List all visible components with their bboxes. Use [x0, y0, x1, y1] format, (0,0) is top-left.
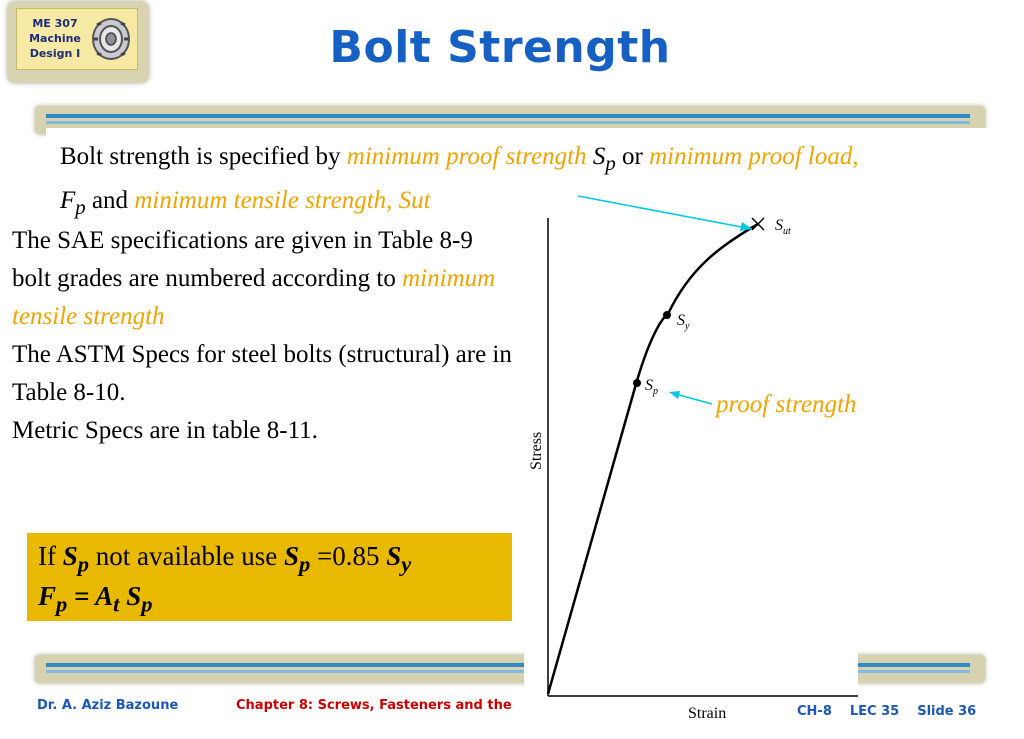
intro-text: Bolt strength is specified by minimum pr…	[60, 138, 1000, 226]
bottom-divider-line	[46, 663, 970, 667]
sut-point	[751, 217, 765, 231]
logo-line-2: Machine	[29, 32, 81, 45]
intro-sp-symbol: Sp	[592, 143, 616, 175]
intro-text-3: and	[85, 187, 135, 214]
intro-box	[46, 128, 992, 210]
metric-paragraph: Metric Specs are in table 8-11.	[12, 417, 318, 444]
intro-tensile-strength: minimum tensile strength, Sut	[134, 187, 431, 214]
note-line-1: If Sp not available use Sp =0.85 Sy	[38, 541, 412, 577]
x-axis-label: Strain	[688, 705, 726, 722]
sp-point	[633, 379, 641, 387]
sut-arrow	[577, 195, 753, 230]
sut-label: Sut	[775, 217, 791, 237]
proof-strength-label: proof strength	[714, 391, 857, 418]
stress-strain-curve	[546, 222, 759, 695]
course-logo: ME 307 Machine Design I	[16, 8, 138, 70]
sy-label: Sy	[677, 312, 690, 332]
intro-text-1: Bolt strength is specified by	[60, 143, 347, 170]
top-divider-line-light	[46, 121, 970, 124]
footer-slide-info: CH-8 LEC 35 Slide 36	[797, 704, 976, 719]
proof-arrowhead	[669, 391, 680, 399]
logo-text: ME 307 Machine Design I	[25, 16, 85, 61]
sae-paragraph: The SAE specifications are given in Tabl…	[12, 227, 496, 330]
logo-line-3: Design I	[29, 47, 81, 60]
footer-slide: Slide 36	[917, 704, 977, 719]
intro-proof-load: minimum proof load,	[649, 143, 859, 170]
note-box	[27, 533, 512, 621]
sp-label: Sp	[645, 377, 658, 397]
gear-icon	[92, 18, 130, 60]
stress-strain-figure	[524, 210, 858, 739]
y-axis-label: Stress	[528, 432, 545, 470]
logo-line-1: ME 307	[32, 17, 78, 30]
slide-title: Bolt Strength	[329, 22, 671, 73]
footer-author: Dr. A. Aziz Bazoune	[37, 698, 179, 713]
intro-proof-strength: minimum proof strength	[346, 143, 587, 170]
footer-lec: LEC 35	[849, 704, 900, 719]
body-text: The SAE specifications are given in Tabl…	[12, 222, 512, 450]
astm-paragraph: The ASTM Specs for steel bolts (structur…	[12, 341, 512, 406]
top-divider-line	[46, 114, 970, 118]
intro-text-2: or	[615, 143, 650, 170]
footer-ch: CH-8	[797, 704, 832, 719]
footer-chapter: Chapter 8: Screws, Fasteners and the	[236, 698, 512, 713]
note-line-2: Fp = At Sp	[38, 581, 153, 617]
sy-point	[663, 311, 671, 319]
intro-fp-symbol: Fp	[60, 187, 86, 219]
sut-arrowhead	[740, 222, 752, 231]
bottom-divider-line-light	[46, 670, 970, 673]
